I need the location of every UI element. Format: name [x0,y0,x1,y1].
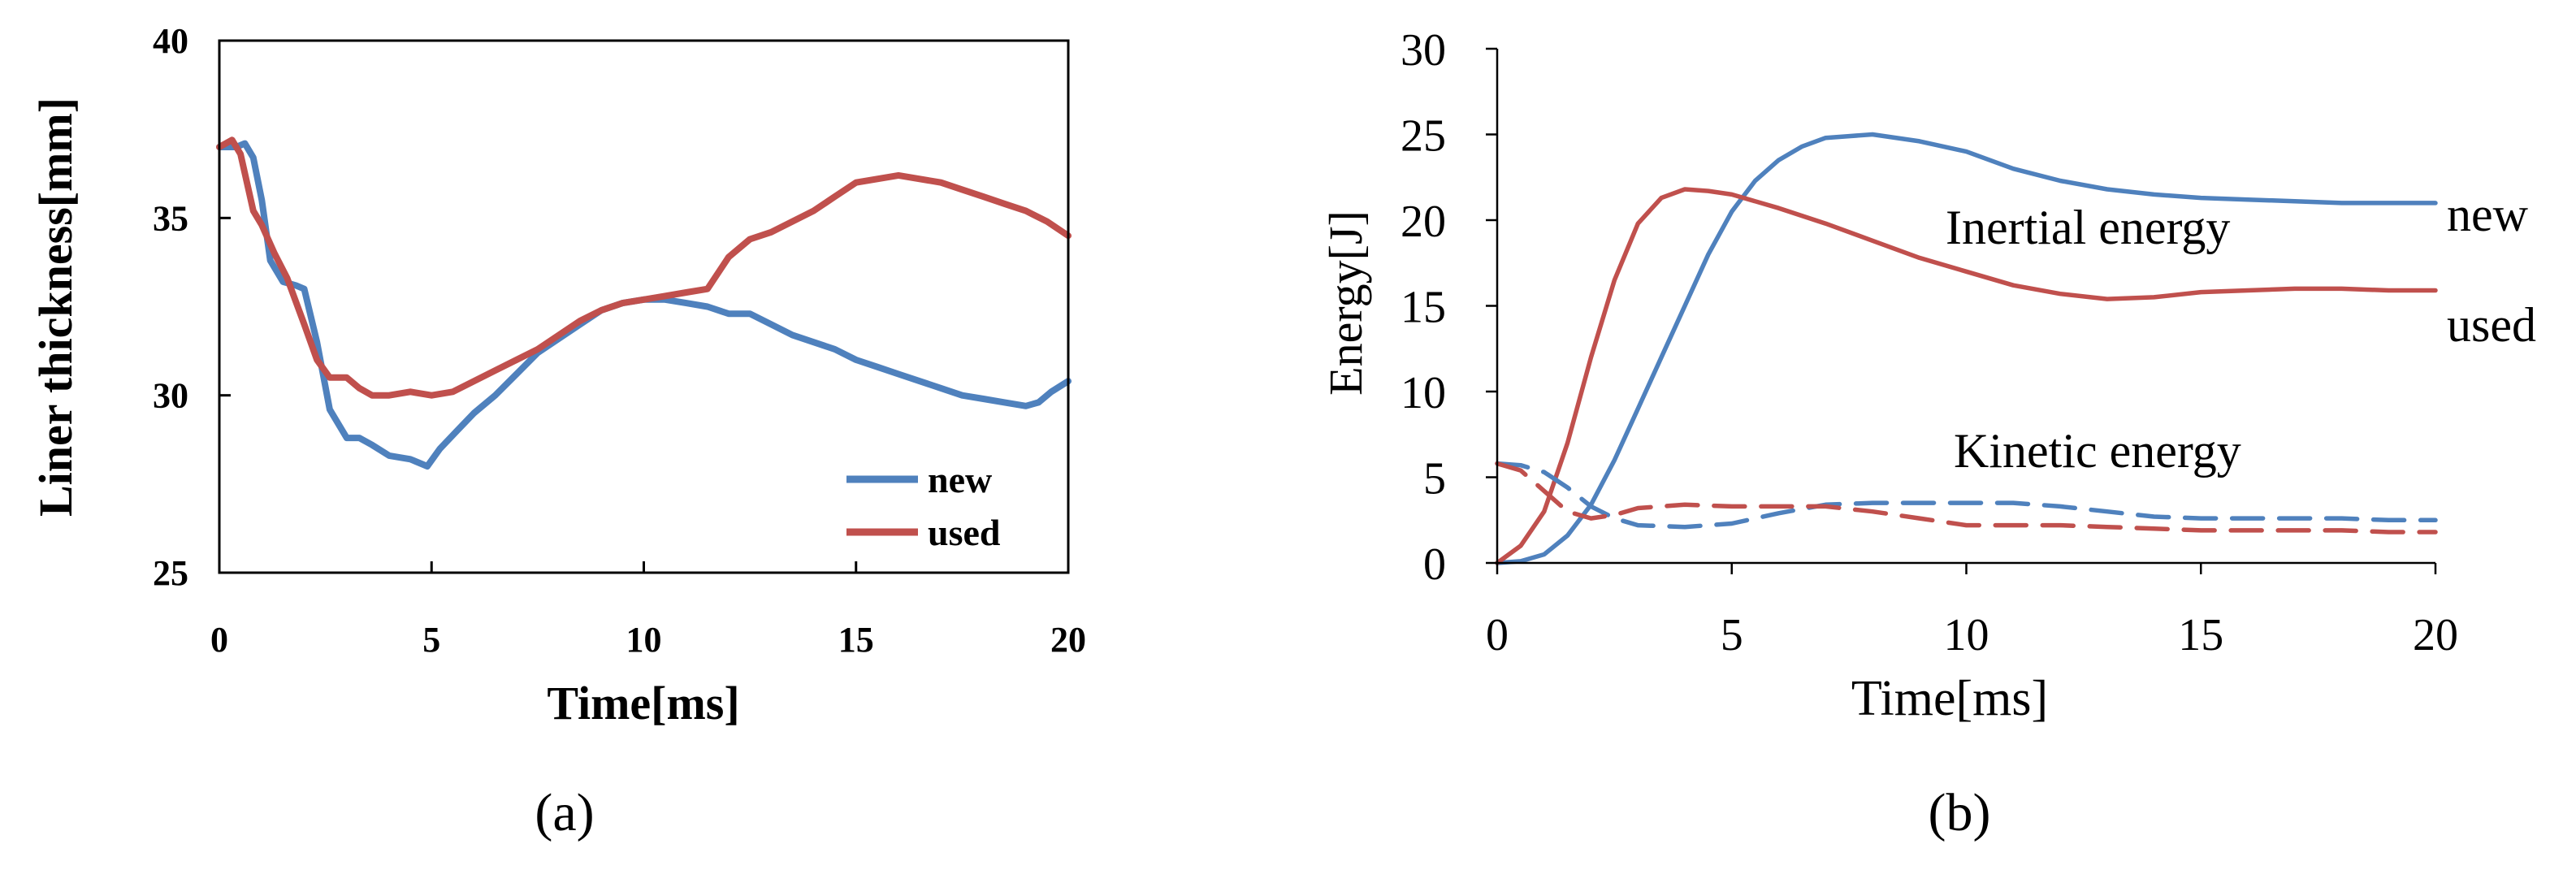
panel-b-series-inertial-energy-used-line [1495,187,2438,565]
panel-a-series-used-line [216,136,1072,399]
panel-a-series-new-line [216,140,1072,470]
panel-b-y-tick-label: 10 [1401,368,1446,418]
panel-b-series-kinetic-energy-new-line [1495,461,2438,530]
panel-a-y-tick-label: 30 [153,376,188,416]
panel-b-label: (b) [1929,783,1991,842]
panel-a-x-tick-label: 15 [838,620,874,660]
panel-b-y-tick-label: 15 [1401,283,1446,333]
panel-a-legend-label-new: new [928,459,992,500]
panel-a-ticks-layer: 0 5 10 15 20 25 30 35 40 [153,21,1086,660]
panel-b-series-kinetic-energy-used-line [1495,461,2438,535]
panel-b-line-label-used: used [2447,298,2536,352]
panel-b-series-layer [1495,132,2438,565]
panel-a-y-tick-label: 25 [153,553,188,593]
panel-a-y-tick-label: 35 [153,198,188,238]
panel-b-annotation-inertial-energy: Inertial energy [1946,201,2230,254]
panel-b-x-tick-label: 5 [1721,610,1743,660]
panel-a-x-axis-label: Time[ms] [547,677,739,729]
panel-a-liner-thickness-chart: 0 5 10 15 20 25 30 35 40 Time[ms] Liner thicknes… [29,21,1086,842]
panel-b-x-axis-label: Time[ms] [1851,671,2048,726]
panel-b-y-tick-label: 5 [1423,454,1446,504]
panel-b-y-tick-label: 30 [1401,25,1446,76]
panel-a-y-tick-label: 40 [153,21,188,61]
panel-b-line-label-new: new [2447,188,2529,241]
panel-a-y-axis-label: Liner thickness[mm] [29,97,82,517]
panel-a-series-layer [216,136,1072,470]
panel-b-series-inertial-energy-new-line [1495,132,2438,565]
panel-a-label: (a) [535,783,594,842]
panel-a-x-tick-label: 10 [626,620,662,660]
panel-a-x-tick-label: 5 [422,620,440,660]
panel-b-y-tick-label: 20 [1401,197,1446,247]
panel-b-y-axis-label: Energy[J] [1319,210,1372,396]
panel-a-legend-label-used: used [928,512,1001,553]
panel-a-x-tick-label: 0 [210,620,228,660]
panel-b-x-tick-label: 15 [2178,610,2223,660]
panel-a-legend: new used [846,459,1001,553]
panel-a-x-tick-label: 20 [1050,620,1086,660]
panel-b-annotation-kinetic-energy: Kinetic energy [1954,424,2241,478]
panel-b-x-tick-label: 0 [1486,610,1509,660]
panel-b-y-tick-label: 25 [1401,111,1446,162]
panel-b-x-tick-label: 20 [2413,610,2458,660]
panel-b-y-tick-label: 0 [1423,539,1446,590]
panel-b-x-tick-label: 10 [1944,610,1989,660]
panel-b-ticks-layer: 0 5 10 15 20 0 5 10 15 20 25 30 [1401,25,2458,660]
